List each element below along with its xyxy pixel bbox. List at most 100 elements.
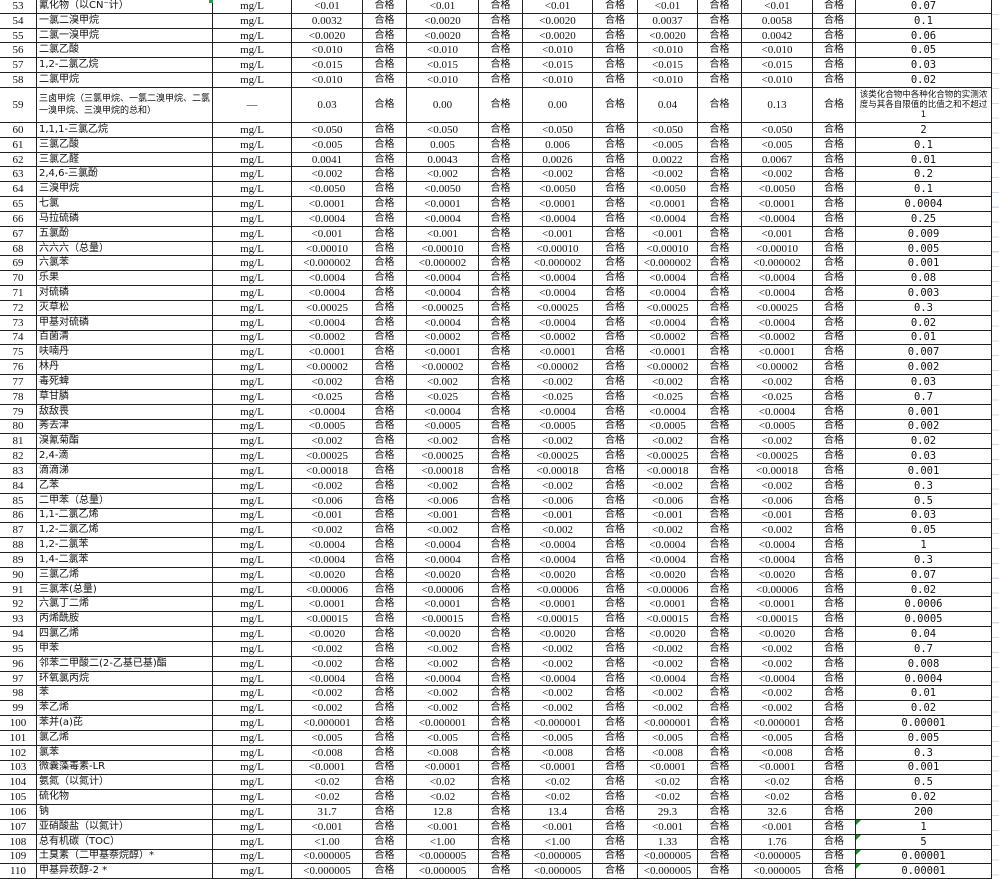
measured-value-cell[interactable]: <0.0020 <box>637 566 698 583</box>
measured-value-cell[interactable]: <0.000002 <box>637 255 698 272</box>
result-cell[interactable]: 合格 <box>478 225 523 242</box>
result-cell[interactable]: 合格 <box>478 42 523 59</box>
measured-value-cell[interactable]: <0.00025 <box>406 299 479 316</box>
measured-value-cell[interactable]: <0.008 <box>741 744 813 761</box>
unit-cell[interactable]: mg/L <box>212 418 292 435</box>
measured-value-cell[interactable]: <0.005 <box>522 729 593 746</box>
measured-value-cell[interactable]: <0.0004 <box>637 403 698 420</box>
measured-value-cell[interactable]: 0.0041 <box>291 151 363 168</box>
measured-value-cell[interactable]: <0.0004 <box>406 314 479 331</box>
result-cell[interactable]: 合格 <box>812 848 856 865</box>
row-number-cell[interactable]: 103 <box>0 759 37 776</box>
row-number-cell[interactable]: 100 <box>0 715 37 731</box>
result-cell[interactable]: 合格 <box>478 670 523 687</box>
result-cell[interactable]: 合格 <box>362 804 407 820</box>
limit-cell[interactable]: 0.00001 <box>855 848 992 865</box>
item-name-cell[interactable]: 1,2-二氯乙烷 <box>36 57 213 74</box>
measured-value-cell[interactable]: <0.008 <box>637 744 698 761</box>
result-cell[interactable]: 合格 <box>697 848 742 865</box>
measured-value-cell[interactable]: <0.001 <box>741 225 813 242</box>
result-cell[interactable]: 合格 <box>592 210 638 227</box>
measured-value-cell[interactable]: <0.0004 <box>522 403 593 420</box>
result-cell[interactable]: 合格 <box>812 433 856 450</box>
limit-cell[interactable]: 0.01 <box>855 685 992 702</box>
measured-value-cell[interactable]: <0.00018 <box>637 463 698 479</box>
result-cell[interactable]: 合格 <box>362 42 407 59</box>
limit-cell[interactable]: 0.1 <box>855 181 992 198</box>
measured-value-cell[interactable]: <0.002 <box>522 700 593 717</box>
measured-value-cell[interactable]: <0.0004 <box>522 537 593 553</box>
result-cell[interactable]: 合格 <box>592 12 638 29</box>
unit-cell[interactable]: mg/L <box>212 359 292 376</box>
row-number-cell[interactable]: 54 <box>0 12 37 29</box>
item-name-cell[interactable]: 氰化物（以CN⁻计） <box>36 0 213 14</box>
result-cell[interactable]: 合格 <box>592 685 638 702</box>
measured-value-cell[interactable]: <0.000001 <box>522 715 593 731</box>
measured-value-cell[interactable]: <0.00018 <box>291 463 363 479</box>
unit-cell[interactable]: mg/L <box>212 863 292 879</box>
result-cell[interactable]: 合格 <box>697 86 742 123</box>
measured-value-cell[interactable]: <0.0004 <box>522 210 593 227</box>
measured-value-cell[interactable]: <0.001 <box>406 225 479 242</box>
row-number-cell[interactable]: 101 <box>0 729 37 746</box>
measured-value-cell[interactable]: <0.001 <box>291 507 363 524</box>
result-cell[interactable]: 合格 <box>478 596 523 613</box>
row-number-cell[interactable]: 67 <box>0 225 37 242</box>
result-cell[interactable]: 合格 <box>592 477 638 494</box>
result-cell[interactable]: 合格 <box>697 640 742 657</box>
result-cell[interactable]: 合格 <box>478 299 523 316</box>
measured-value-cell[interactable]: <0.0001 <box>406 196 479 212</box>
result-cell[interactable]: 合格 <box>592 551 638 568</box>
result-cell[interactable]: 合格 <box>697 626 742 642</box>
measured-value-cell[interactable]: <0.0004 <box>291 537 363 553</box>
measured-value-cell[interactable]: <0.02 <box>522 774 593 791</box>
result-cell[interactable]: 合格 <box>592 848 638 865</box>
item-name-cell[interactable]: 1,4-二氯苯 <box>36 551 213 568</box>
limit-cell[interactable]: 0.3 <box>855 477 992 494</box>
unit-cell[interactable]: mg/L <box>212 121 292 138</box>
result-cell[interactable]: 合格 <box>812 329 856 346</box>
result-cell[interactable]: 合格 <box>478 270 523 287</box>
item-name-cell[interactable]: 2,4-滴 <box>36 448 213 465</box>
result-cell[interactable]: 合格 <box>812 477 856 494</box>
measured-value-cell[interactable]: <0.0050 <box>406 181 479 198</box>
result-cell[interactable]: 合格 <box>362 818 407 835</box>
result-cell[interactable]: 合格 <box>697 42 742 59</box>
result-cell[interactable]: 合格 <box>697 166 742 183</box>
row-number-cell[interactable]: 88 <box>0 537 37 553</box>
result-cell[interactable]: 合格 <box>812 285 856 301</box>
result-cell[interactable]: 合格 <box>592 136 638 153</box>
measured-value-cell[interactable]: <0.00006 <box>522 581 593 598</box>
result-cell[interactable]: 合格 <box>812 700 856 717</box>
measured-value-cell[interactable]: 31.7 <box>291 804 363 820</box>
result-cell[interactable]: 合格 <box>697 581 742 598</box>
measured-value-cell[interactable]: <0.0005 <box>741 418 813 435</box>
limit-cell[interactable]: 0.001 <box>855 759 992 776</box>
measured-value-cell[interactable]: <0.008 <box>522 744 593 761</box>
measured-value-cell[interactable]: <0.0004 <box>637 670 698 687</box>
measured-value-cell[interactable]: <0.002 <box>522 522 593 539</box>
limit-cell[interactable]: 0.05 <box>855 522 992 539</box>
item-name-cell[interactable]: 溴氰菊酯 <box>36 433 213 450</box>
result-cell[interactable]: 合格 <box>362 448 407 465</box>
result-cell[interactable]: 合格 <box>812 804 856 820</box>
result-cell[interactable]: 合格 <box>697 285 742 301</box>
measured-value-cell[interactable]: 0.0058 <box>741 12 813 29</box>
measured-value-cell[interactable]: <0.002 <box>637 640 698 657</box>
unit-cell[interactable]: mg/L <box>212 181 292 198</box>
measured-value-cell[interactable]: <0.0004 <box>741 210 813 227</box>
result-cell[interactable]: 合格 <box>697 374 742 390</box>
item-name-cell[interactable]: 总有机碳（TOC） <box>36 833 213 850</box>
measured-value-cell[interactable]: <0.010 <box>522 72 593 88</box>
row-number-cell[interactable]: 97 <box>0 670 37 687</box>
measured-value-cell[interactable]: <0.000001 <box>741 715 813 731</box>
measured-value-cell[interactable]: <0.0004 <box>291 270 363 287</box>
measured-value-cell[interactable]: 0.0037 <box>637 12 698 29</box>
measured-value-cell[interactable]: <0.005 <box>291 729 363 746</box>
result-cell[interactable]: 合格 <box>362 12 407 29</box>
result-cell[interactable]: 合格 <box>478 136 523 153</box>
measured-value-cell[interactable]: <0.002 <box>406 700 479 717</box>
result-cell[interactable]: 合格 <box>362 596 407 613</box>
measured-value-cell[interactable]: <0.000002 <box>291 255 363 272</box>
measured-value-cell[interactable]: <0.0020 <box>637 626 698 642</box>
